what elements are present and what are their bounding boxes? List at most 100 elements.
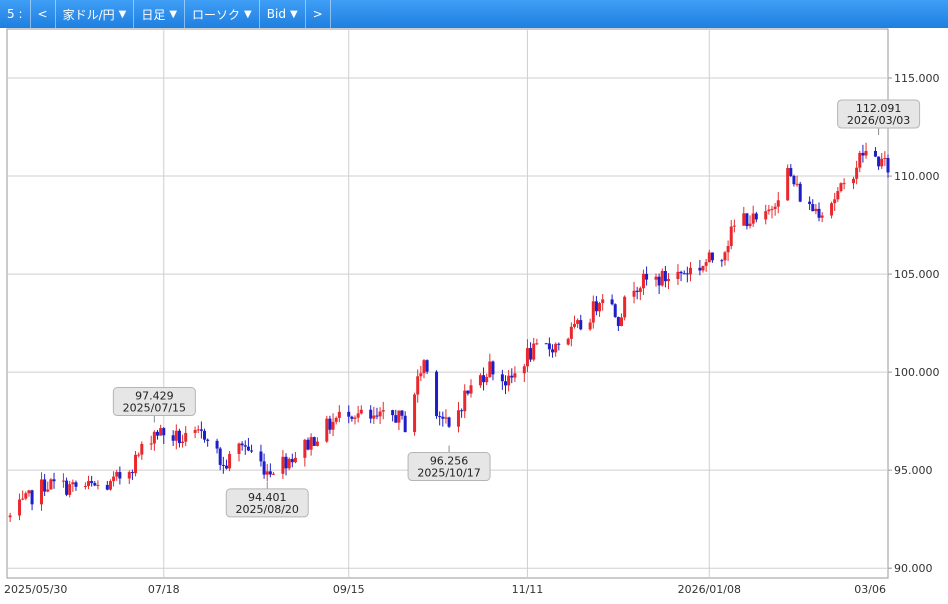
candle-up xyxy=(676,271,680,280)
candle-up xyxy=(880,158,884,167)
candle-up xyxy=(620,317,624,326)
candle-down xyxy=(290,458,294,463)
candle-down xyxy=(557,343,561,345)
candle-down xyxy=(240,443,244,446)
candle-up xyxy=(855,167,859,179)
candle-up xyxy=(463,390,467,412)
candle-down xyxy=(312,437,316,446)
candle-down xyxy=(504,381,508,386)
chart-type-select[interactable]: ローソク ▼ xyxy=(185,0,260,28)
candle-down xyxy=(679,271,683,274)
candle-up xyxy=(638,288,642,292)
candle-up xyxy=(127,472,131,479)
x-tick-label: 2025/05/30 xyxy=(4,583,67,596)
candle-up xyxy=(281,456,285,474)
candle-down xyxy=(215,440,219,449)
candle-up xyxy=(353,417,357,419)
candle-up xyxy=(137,454,141,456)
candle-down xyxy=(698,267,702,271)
candle-down xyxy=(328,418,332,430)
candle-down xyxy=(90,481,94,484)
candle-up xyxy=(598,303,602,312)
next-arrow-icon: > xyxy=(312,7,323,21)
candle-up xyxy=(820,215,824,218)
candle-down xyxy=(369,409,373,419)
candle-up xyxy=(522,366,526,374)
candle-up xyxy=(704,262,708,266)
candle-down xyxy=(400,410,404,416)
callout-price: 112.091 xyxy=(856,102,902,115)
chart-canvas[interactable]: 90.000 95.000 100.000 105.000 110.000 115.000… xyxy=(0,28,948,600)
candle-up xyxy=(795,183,799,185)
candle-down xyxy=(551,349,555,353)
candle-down xyxy=(155,431,159,436)
candle-up xyxy=(8,515,12,518)
candle-up xyxy=(707,252,711,263)
candle-up xyxy=(566,338,570,345)
candle-down xyxy=(808,201,812,205)
period-select[interactable]: 日足 ▼ xyxy=(134,0,186,28)
candle-up xyxy=(767,209,771,212)
candle-up xyxy=(228,453,232,469)
candle-up xyxy=(641,273,645,289)
candle-down xyxy=(710,252,714,261)
candle-up xyxy=(303,439,307,458)
y-tick-label: 110.000 xyxy=(894,170,940,183)
chart-toolbar: 5 : < 家ドル/円 ▼ 日足 ▼ ローソク ▼ Bid ▼ > xyxy=(0,0,948,28)
candle-down xyxy=(203,430,207,440)
candle-down xyxy=(547,343,551,350)
candle-down xyxy=(861,152,865,156)
candle-up xyxy=(588,322,592,330)
candle-down xyxy=(350,416,354,419)
callout-box xyxy=(837,99,921,129)
callout-box xyxy=(407,452,491,482)
candle-up xyxy=(632,290,636,297)
candle-down xyxy=(635,290,639,292)
candle-up xyxy=(331,421,335,430)
candle-up xyxy=(87,481,91,486)
prev-button[interactable]: < xyxy=(31,0,56,28)
candle-up xyxy=(49,479,53,490)
candle-down xyxy=(224,465,228,469)
chevron-down-icon: ▼ xyxy=(169,8,178,20)
candle-up xyxy=(27,490,31,494)
candle-up xyxy=(701,265,705,271)
chevron-down-icon: ▼ xyxy=(289,8,298,20)
candle-down xyxy=(616,316,620,326)
next-button[interactable]: > xyxy=(306,0,331,28)
candle-up xyxy=(839,183,843,192)
candle-up xyxy=(237,443,241,454)
candle-up xyxy=(485,377,489,383)
candle-down xyxy=(118,472,122,479)
y-tick-label: 105.000 xyxy=(894,268,940,281)
candle-down xyxy=(720,260,724,262)
candle-up xyxy=(554,343,558,353)
candle-up xyxy=(488,361,492,378)
callout-box xyxy=(112,387,196,417)
candle-up xyxy=(287,458,291,469)
candle-up xyxy=(61,480,65,482)
candle-down xyxy=(792,176,796,185)
candle-down xyxy=(510,375,514,378)
candle-down xyxy=(817,208,821,218)
callout-date: 2025/07/15 xyxy=(123,402,186,415)
candle-up xyxy=(601,299,605,304)
candle-up xyxy=(140,443,144,455)
x-tick-label: 09/15 xyxy=(333,583,365,596)
candle-up xyxy=(836,191,840,200)
candlestick-chart[interactable]: 90.000 95.000 100.000 105.000 110.000 115.000… xyxy=(0,28,948,600)
currency-pair-select[interactable]: 家ドル/円 ▼ xyxy=(56,0,135,28)
candle-down xyxy=(798,183,802,202)
candle-up xyxy=(115,472,119,477)
candle-down xyxy=(52,479,56,482)
candle-up xyxy=(68,484,72,495)
slot-text: 5 : xyxy=(7,7,23,21)
callout-date: 2025/10/17 xyxy=(417,467,480,480)
candle-down xyxy=(375,415,379,417)
candle-down xyxy=(441,416,445,419)
price-side-select[interactable]: Bid ▼ xyxy=(260,0,306,28)
callout-box xyxy=(225,488,309,518)
candle-down xyxy=(221,464,225,466)
candle-up xyxy=(833,199,837,204)
candle-up xyxy=(852,178,856,184)
